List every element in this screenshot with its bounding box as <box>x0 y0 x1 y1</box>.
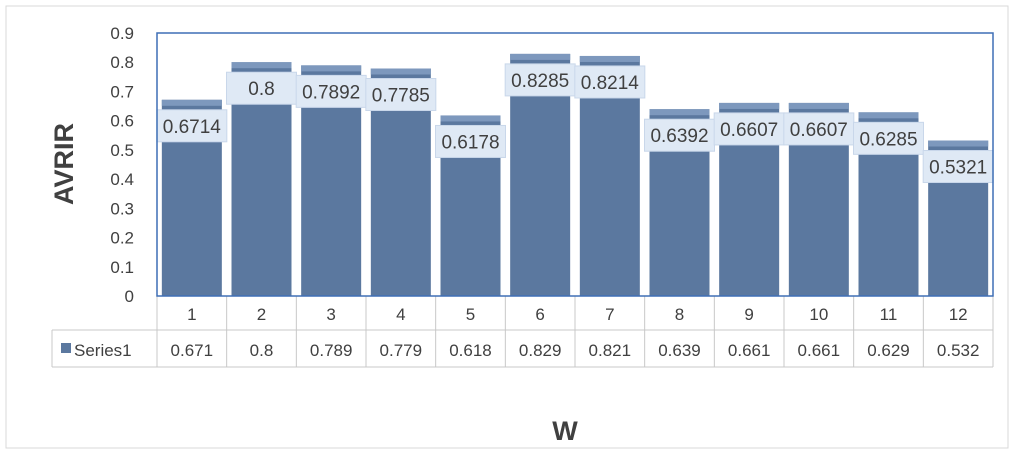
data-label: 0.8214 <box>574 65 646 99</box>
x-category-label: 3 <box>326 305 335 324</box>
bar-top-highlight <box>579 55 640 62</box>
y-tick-label: 0 <box>125 287 134 306</box>
x-category-label: 1 <box>187 305 196 324</box>
table-cell-value: 0.629 <box>867 341 910 360</box>
data-label: 0.7785 <box>365 78 437 112</box>
data-label-text: 0.6392 <box>650 126 708 147</box>
bar-top-highlight <box>858 112 919 119</box>
data-label-box <box>713 112 785 146</box>
table-cell-value: 0.829 <box>519 341 562 360</box>
y-tick-label: 0.1 <box>110 258 134 277</box>
data-label-text: 0.5321 <box>929 158 987 179</box>
bar-top-highlight <box>928 140 989 147</box>
y-tick-label: 0.4 <box>110 170 134 189</box>
y-tick-label: 0.8 <box>110 53 134 72</box>
data-label-text: 0.6178 <box>441 132 499 153</box>
table-cell-value: 0.8 <box>250 341 274 360</box>
bar-top-highlight <box>231 62 292 69</box>
data-label-box <box>435 124 506 158</box>
y-tick-label: 0.7 <box>110 82 134 101</box>
x-category-label: 6 <box>535 305 544 324</box>
data-label-box <box>365 78 437 112</box>
x-category-label: 10 <box>809 305 828 324</box>
legend-key <box>61 343 71 353</box>
table-cell-value: 0.779 <box>380 341 423 360</box>
data-label-text: 0.8214 <box>581 73 640 94</box>
bar-top-highlight <box>161 99 222 106</box>
y-tick-label: 0.6 <box>110 112 134 131</box>
data-label-box <box>922 150 994 184</box>
x-category-label: 4 <box>396 305 405 324</box>
x-category-label: 12 <box>949 305 968 324</box>
y-tick-label: 0.5 <box>110 141 134 160</box>
data-label-text: 0.6714 <box>163 117 222 138</box>
x-axis-title: W <box>552 416 578 446</box>
data-label: 0.6285 <box>853 121 924 155</box>
data-label-text: 0.6607 <box>790 120 848 141</box>
data-label: 0.6178 <box>435 124 506 158</box>
data-label: 0.5321 <box>922 150 994 184</box>
y-tick-label: 0.3 <box>110 199 134 218</box>
table-cell-value: 0.661 <box>798 341 841 360</box>
x-category-label: 8 <box>675 305 684 324</box>
bar-top-highlight <box>719 102 780 109</box>
data-labels: 0.6714 0.8 0.7892 0.7785 0.6178 0.8285 0.8214 0… <box>156 63 994 184</box>
table-cell-value: 0.661 <box>728 341 771 360</box>
legend-series-name: Series1 <box>74 341 132 360</box>
data-label-box <box>853 121 924 155</box>
bar-top-highlight <box>510 53 571 60</box>
data-label: 0.8285 <box>504 63 576 97</box>
data-label: 0.6392 <box>644 118 715 152</box>
bar-top-highlight <box>301 65 362 72</box>
x-category-label: 7 <box>605 305 614 324</box>
x-category-label: 11 <box>880 305 898 324</box>
table-cell-value: 0.532 <box>937 341 980 360</box>
table-cell-value: 0.671 <box>171 341 214 360</box>
bar-top-highlight <box>440 115 501 122</box>
x-category-label: 2 <box>257 305 266 324</box>
y-tick-label: 0.9 <box>110 24 134 43</box>
data-label-box <box>226 71 297 105</box>
bar-top-highlight <box>788 102 849 109</box>
data-label-text: 0.8285 <box>511 71 569 92</box>
data-label-text: 0.7785 <box>372 86 430 107</box>
data-label: 0.8 <box>226 71 297 105</box>
data-label-box <box>295 74 367 108</box>
data-label-box <box>644 118 715 152</box>
data-label-text: 0.8 <box>248 79 274 100</box>
bar-top-highlight <box>370 68 431 75</box>
plot-area-border <box>156 32 994 297</box>
table-cell-value: 0.821 <box>589 341 632 360</box>
x-category-label: 5 <box>466 305 475 324</box>
table-cell-value: 0.639 <box>658 341 701 360</box>
bar-top-highlight <box>649 109 710 116</box>
y-axis: 0 0.1 0.2 0.3 0.4 0.5 0.6 0.7 0.8 0.9 <box>110 24 134 306</box>
data-label-box <box>156 109 228 143</box>
data-table: 1 0.671 2 0.8 3 0.789 4 0.779 5 0.618 6 0.829 7 0.821… <box>51 296 994 368</box>
data-label: 0.6714 <box>156 109 228 143</box>
data-label: 0.7892 <box>295 74 367 108</box>
data-label-box <box>574 65 646 99</box>
data-label-text: 0.6285 <box>859 129 917 150</box>
data-label: 0.6607 <box>783 112 855 146</box>
table-cell-value: 0.789 <box>310 341 353 360</box>
data-label-box <box>504 63 576 97</box>
data-label-text: 0.7892 <box>302 82 360 103</box>
data-label: 0.6607 <box>713 112 785 146</box>
x-category-label: 9 <box>744 305 753 324</box>
table-cell-value: 0.618 <box>449 341 492 360</box>
y-tick-label: 0.2 <box>110 229 134 248</box>
data-label-text: 0.6607 <box>720 120 778 141</box>
y-axis-title: AVRIR <box>49 123 79 205</box>
